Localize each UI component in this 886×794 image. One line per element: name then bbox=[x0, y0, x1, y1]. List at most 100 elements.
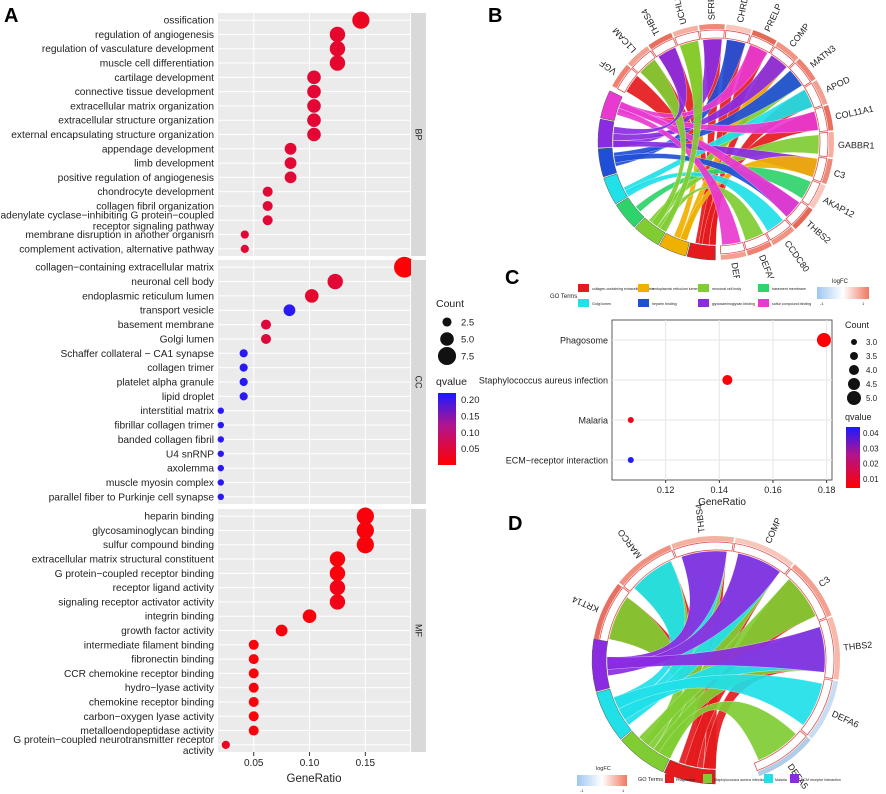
gene-label: CCDC80 bbox=[782, 239, 811, 274]
term-dot bbox=[275, 624, 288, 637]
logfc-label: -1 bbox=[820, 301, 824, 306]
gene-logfc-arc bbox=[808, 680, 839, 739]
gene-logfc-arc bbox=[828, 131, 835, 158]
term-arc bbox=[615, 197, 645, 228]
qvalue-legend-title: qvalue bbox=[845, 412, 872, 422]
legend-swatch bbox=[578, 284, 589, 292]
term-dot bbox=[239, 363, 248, 372]
legend-title: GO Terms bbox=[550, 294, 577, 300]
gene-arc bbox=[748, 35, 775, 54]
chord-ribbon bbox=[606, 626, 826, 673]
legend-swatch bbox=[758, 284, 769, 292]
chord-ribbon bbox=[616, 107, 742, 245]
term-label: CCR chemokine receptor binding bbox=[64, 669, 214, 680]
count-legend-dot bbox=[850, 352, 858, 360]
logfc-colorbar bbox=[577, 775, 627, 786]
gene-arc bbox=[785, 201, 809, 226]
gene-arc bbox=[770, 46, 795, 69]
term-dot bbox=[307, 84, 321, 99]
qvalue-colorbar bbox=[438, 393, 456, 465]
term-label: interstitial matrix bbox=[140, 406, 214, 417]
term-dot bbox=[307, 70, 321, 85]
gene-arc bbox=[800, 678, 833, 736]
qvalue-legend-label: 0.20 bbox=[461, 395, 480, 406]
term-dot bbox=[248, 711, 259, 722]
term-label: banded collagen fibril bbox=[118, 435, 214, 446]
term-label: Golgi lumen bbox=[160, 334, 214, 345]
facet-strip bbox=[411, 13, 426, 256]
gene-arc bbox=[733, 543, 791, 575]
kegg-chord-legend: logFC -1 1 GO Terms Phagosome Staphylococcus … bbox=[577, 766, 841, 793]
gene-arc bbox=[812, 156, 828, 183]
term-label: neuronal cell body bbox=[131, 277, 215, 288]
term-arc bbox=[634, 217, 666, 246]
term-label: fibrillar collagen trimer bbox=[114, 421, 214, 432]
term-dot bbox=[217, 464, 224, 472]
term-dot bbox=[217, 421, 224, 429]
term-dot bbox=[329, 565, 346, 582]
term-dot bbox=[356, 521, 374, 540]
term-label: growth factor activity bbox=[121, 626, 215, 637]
term-dot bbox=[239, 349, 248, 358]
gene-logfc-arc bbox=[672, 25, 699, 37]
term-dot bbox=[217, 407, 224, 414]
term-dot bbox=[248, 654, 259, 665]
term-label: endoplasmic reticulum lumen bbox=[82, 291, 214, 302]
term-dot bbox=[261, 319, 271, 330]
x-tick-label: 0.16 bbox=[764, 485, 782, 495]
term-label: heparin binding bbox=[144, 512, 214, 523]
term-arc bbox=[663, 759, 716, 785]
count-legend-label: 3.5 bbox=[866, 352, 878, 361]
term-label: Phagosome bbox=[560, 336, 608, 346]
logfc-title: logFC bbox=[832, 279, 849, 285]
term-dot bbox=[329, 26, 346, 43]
legend-label: ECM receptor interaction bbox=[801, 778, 841, 782]
kegg-dotplot: Phagosome Staphylococcus aureus infection… bbox=[479, 319, 879, 508]
chord-ribbon bbox=[624, 171, 784, 232]
gene-label: C3 bbox=[833, 168, 847, 181]
term-label: receptor signaling pathway bbox=[93, 221, 215, 232]
count-legend-title: Count bbox=[436, 298, 464, 310]
gene-label: COMP bbox=[763, 516, 783, 545]
term-dot bbox=[217, 479, 224, 486]
gene-arc bbox=[598, 587, 630, 645]
gene-logfc-arc bbox=[757, 736, 811, 777]
count-legend-label: 3.0 bbox=[866, 338, 878, 347]
count-legend-title: Count bbox=[845, 320, 870, 330]
term-label: collagen fibril organization bbox=[96, 201, 214, 212]
term-dot bbox=[722, 375, 733, 385]
x-tick-label: 0.10 bbox=[300, 758, 320, 769]
count-legend-label: 5.0 bbox=[461, 335, 474, 346]
legend-swatch bbox=[638, 299, 649, 307]
term-dot bbox=[262, 186, 273, 197]
gene-label: UCHL1 bbox=[671, 0, 688, 26]
qvalue-legend-label: 0.05 bbox=[461, 444, 480, 455]
qvalue-colorbar bbox=[846, 427, 860, 488]
gene-arc bbox=[699, 29, 725, 40]
term-label: platelet alpha granule bbox=[117, 378, 215, 389]
gene-logfc-arc bbox=[720, 251, 747, 260]
term-dot bbox=[284, 171, 297, 184]
legend-label: neuronal cell body bbox=[712, 287, 741, 291]
gene-logfc-arc bbox=[612, 64, 631, 89]
gene-label: CHRDL1 bbox=[735, 0, 752, 23]
kegg-chord-diagram: KRT14MARCOTHBS4COMPC3THBS2DEFA6DEFA5 bbox=[571, 503, 873, 790]
term-dot bbox=[307, 127, 321, 142]
legend-label: Phagosome bbox=[676, 778, 695, 782]
gene-arc bbox=[789, 62, 812, 87]
legend-label: sulfur compound binding bbox=[772, 302, 811, 306]
logfc-title: logFC bbox=[596, 766, 611, 772]
legend-label: endoplasmic reticulum lumen bbox=[652, 287, 699, 291]
gene-logfc-arc bbox=[619, 544, 672, 586]
term-label: signaling receptor activator activity bbox=[58, 597, 215, 608]
term-dot bbox=[304, 289, 319, 303]
gene-label: THBS2 bbox=[804, 219, 832, 246]
term-label: cartilage development bbox=[114, 73, 214, 84]
go-dotplot: ossification regulation of angiogenesis re… bbox=[0, 11, 426, 785]
count-legend-label: 7.5 bbox=[461, 352, 474, 363]
go-chord-legend: GO Terms collagen-containing extracellula… bbox=[544, 278, 884, 316]
gene-arc bbox=[753, 730, 807, 772]
term-dot bbox=[352, 11, 370, 29]
count-legend-label: 4.5 bbox=[866, 380, 878, 389]
